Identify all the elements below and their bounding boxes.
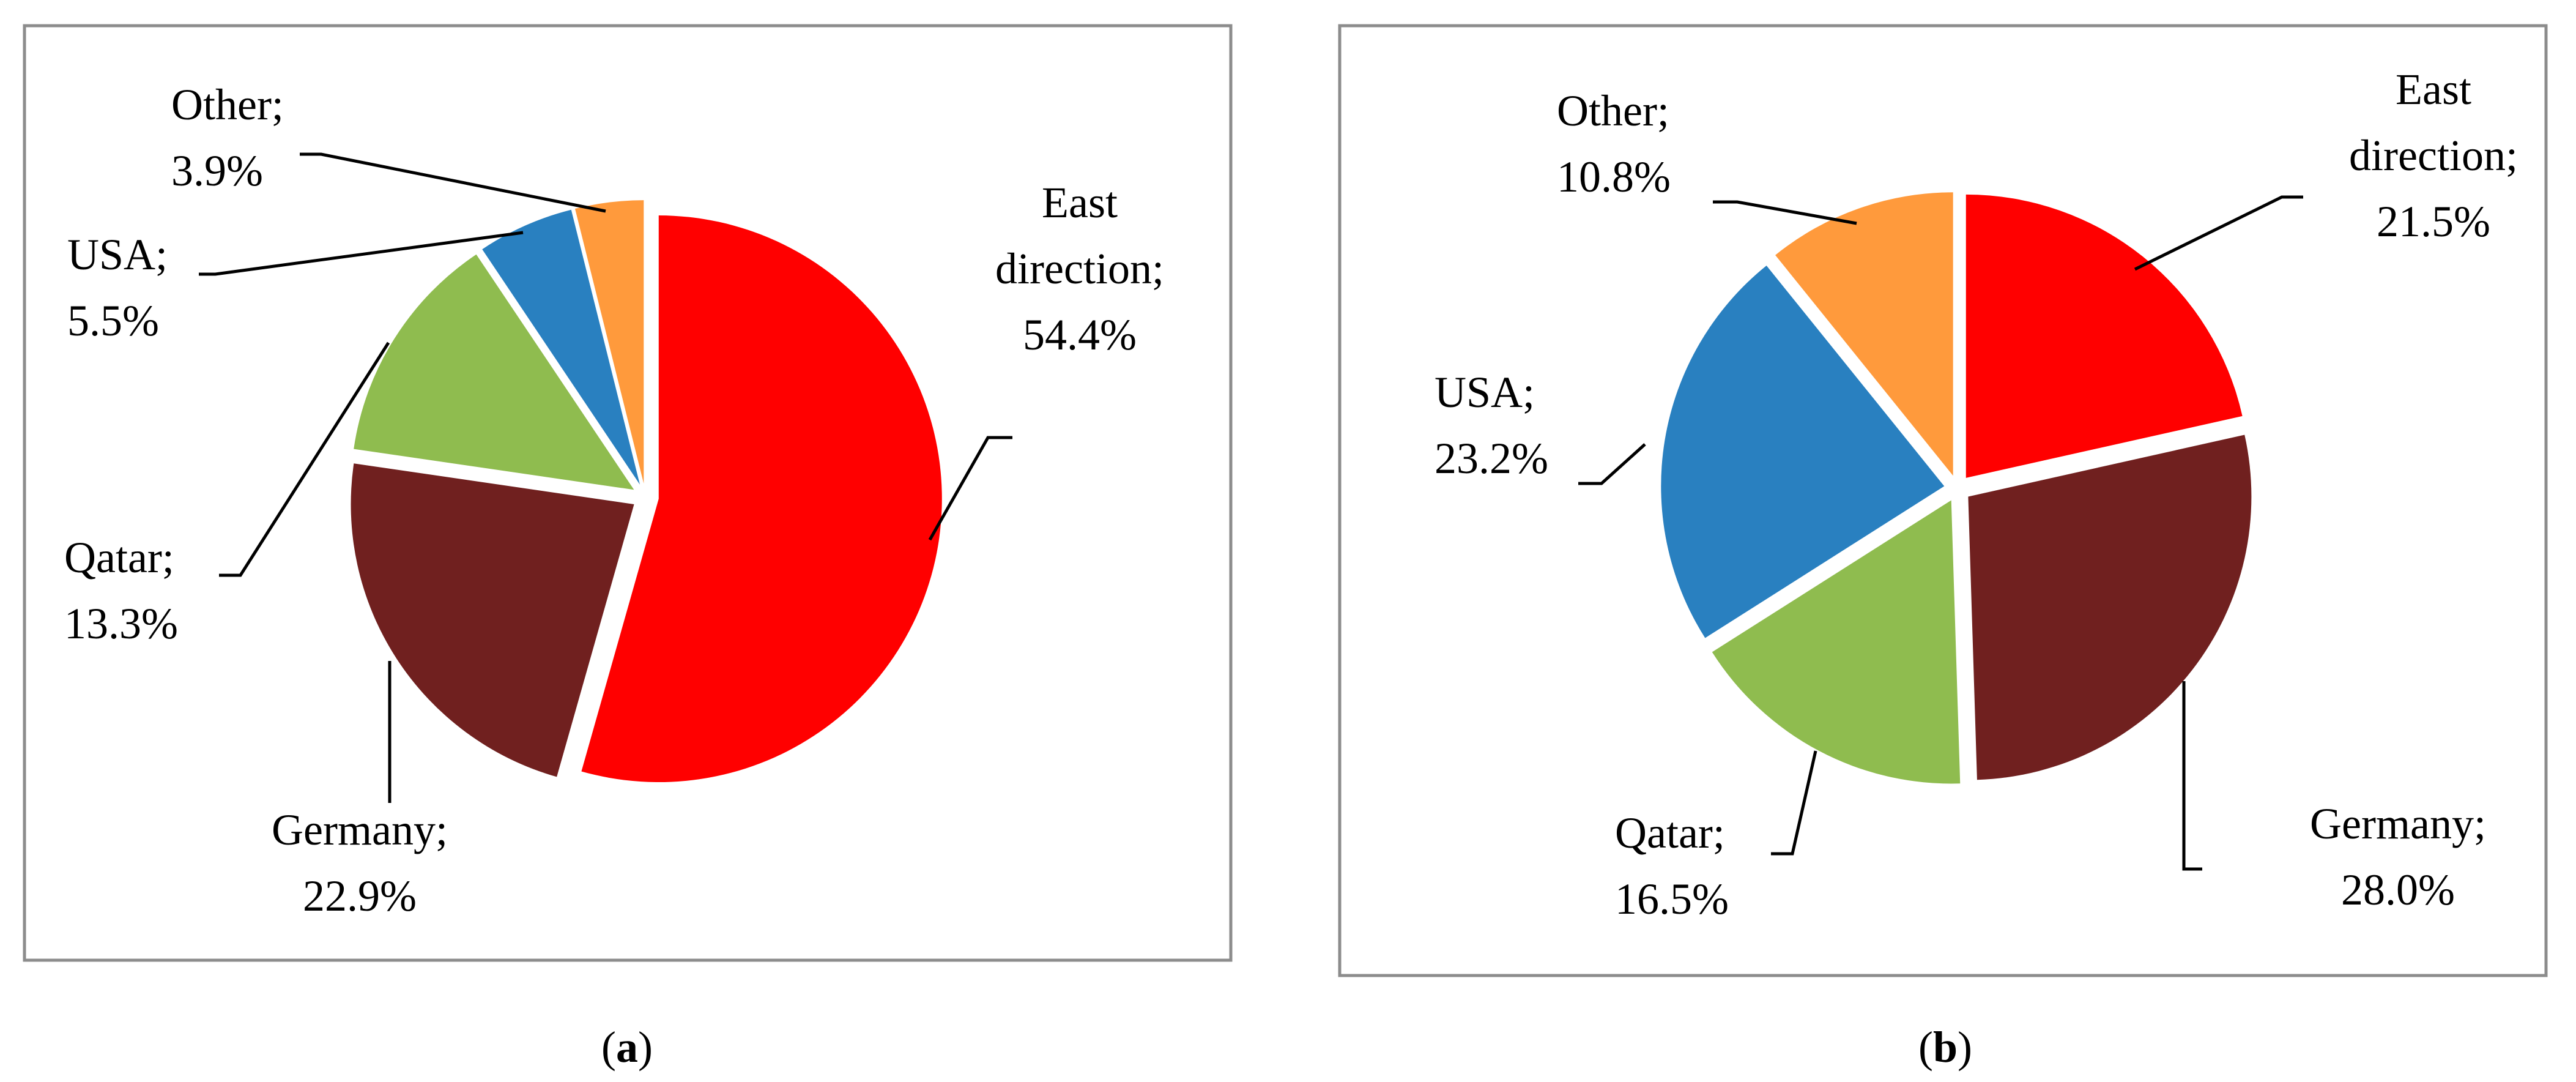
pie-a-leader-east-direction bbox=[928, 436, 1012, 541]
pie-b-slice-qatar bbox=[1712, 500, 1961, 784]
panel-b: East direction; 21.5% Germany; 28.0% Qatar; 16… bbox=[1338, 24, 2548, 977]
pie-b-leader-east-direction bbox=[2134, 195, 2303, 271]
pie-b-slice-east-direction bbox=[1965, 194, 2243, 478]
pie-labels-a: East direction; 54.4% Germany; 22.9% Qatar; 13… bbox=[64, 80, 1164, 920]
pie-a-label-qatar: Qatar; 13.3% bbox=[64, 533, 178, 648]
pie-a-label-other: Other; 3.9% bbox=[171, 80, 284, 195]
pie-b-leader-usa bbox=[1578, 443, 1646, 485]
pie-a-slice-qatar bbox=[354, 254, 634, 490]
pie-a-slice-other bbox=[574, 200, 644, 484]
pie-b-slice-germany bbox=[1968, 435, 2252, 780]
pie-chart-b bbox=[1661, 192, 2252, 784]
pie-b-label-usa: USA; 23.2% bbox=[1435, 368, 1548, 483]
pie-a-label-east-direction: East direction; 54.4% bbox=[995, 178, 1164, 359]
pie-a-leader-other bbox=[300, 152, 606, 213]
pie-a-leader-qatar bbox=[219, 341, 390, 577]
pie-a-leader-usa bbox=[199, 231, 524, 276]
panel-a-frame bbox=[23, 24, 1233, 962]
pie-a-slice-usa bbox=[482, 209, 640, 485]
panel-b-frame bbox=[1338, 24, 2548, 977]
pie-b-slice-usa bbox=[1661, 265, 1945, 638]
pie-b-leader-germany bbox=[2182, 681, 2202, 871]
pie-a-slice-east-direction bbox=[581, 215, 942, 783]
pie-a-slice-germany bbox=[351, 463, 634, 777]
pie-b-leader-other bbox=[1713, 200, 1857, 225]
pie-a-label-usa: USA; 5.5% bbox=[67, 230, 168, 345]
pie-b-label-qatar: Qatar; 16.5% bbox=[1615, 808, 1729, 923]
pie-labels-b: East direction; 21.5% Germany; 28.0% Qatar; 16… bbox=[1435, 65, 2518, 923]
pie-b-slice-other bbox=[1775, 192, 1953, 476]
pie-b-label-other: Other; 10.8% bbox=[1557, 86, 1671, 201]
pie-b-leader-qatar bbox=[1771, 750, 1817, 856]
pie-b-label-east-direction: East direction; 21.5% bbox=[2349, 65, 2518, 246]
panel-a: East direction; 54.4% Germany; 22.9% Qatar; 13… bbox=[23, 24, 1233, 962]
caption-a: (a) bbox=[601, 1023, 653, 1072]
pie-b-label-germany: Germany; 28.0% bbox=[2310, 799, 2486, 914]
caption-b: (b) bbox=[1918, 1023, 1972, 1072]
pie-a-label-germany: Germany; 22.9% bbox=[272, 805, 448, 920]
pie-chart-a bbox=[351, 200, 942, 783]
